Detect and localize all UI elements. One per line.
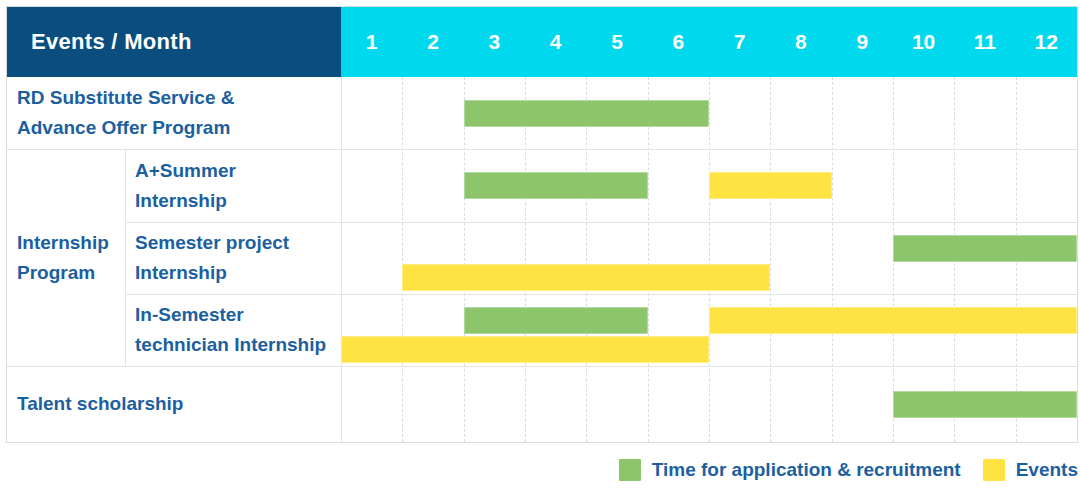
group-label-line: Program: [17, 258, 125, 288]
month-header-row: 123456789101112: [341, 7, 1077, 77]
month-header-cell: 9: [832, 7, 893, 77]
row-label-line: Internship: [135, 186, 341, 216]
row-label-line: Advance Offer Program: [17, 113, 341, 143]
row-label-rd-substitute: RD Substitute Service & Advance Offer Pr…: [7, 77, 341, 149]
gantt-bar-event: [402, 264, 770, 291]
row-label-line: Internship: [135, 258, 341, 288]
table-corner-header: Events / Month: [7, 7, 341, 77]
month-header-cell: 5: [586, 7, 647, 77]
month-grid-line: [525, 77, 526, 442]
label-chart-divider: [341, 77, 342, 442]
gantt-bar-event: [709, 307, 1077, 334]
events-month-table: Events / Month 123456789101112 RD Substi…: [6, 6, 1078, 443]
row-label-line: In-Semester: [135, 300, 341, 330]
month-grid-line: [586, 77, 587, 442]
month-header-cell: 3: [464, 7, 525, 77]
month-header-cell: 6: [648, 7, 709, 77]
month-header-cell: 8: [770, 7, 831, 77]
month-header-cell: 7: [709, 7, 770, 77]
gantt-schedule-page: Events / Month 123456789101112 RD Substi…: [0, 0, 1080, 494]
month-grid-line: [464, 77, 465, 442]
legend: Time for application & recruitment Event…: [619, 455, 1078, 485]
group-label-line: Internship: [17, 228, 125, 258]
row-label-line: A+Summer: [135, 156, 341, 186]
legend-label-events: Events: [1016, 459, 1078, 481]
legend-swatch-application: [619, 459, 641, 481]
legend-label-application: Time for application & recruitment: [652, 459, 961, 481]
month-grid-line: [709, 77, 710, 442]
row-label-a-summer-internship: A+Summer Internship: [125, 149, 341, 222]
row-label-line: technician Internship: [135, 330, 341, 360]
gantt-bar-application: [893, 235, 1077, 262]
row-label-talent-scholarship: Talent scholarship: [7, 366, 341, 442]
month-header-cell: 4: [525, 7, 586, 77]
month-header-cell: 11: [954, 7, 1015, 77]
gantt-bar-application: [893, 391, 1077, 418]
row-label-line: Talent scholarship: [17, 389, 341, 419]
row-label-semester-project: Semester project Internship: [125, 222, 341, 294]
month-header-cell: 12: [1016, 7, 1077, 77]
month-header-cell: 10: [893, 7, 954, 77]
month-grid-line: [648, 77, 649, 442]
row-label-line: RD Substitute Service &: [17, 83, 341, 113]
gantt-bar-application: [464, 172, 648, 199]
month-header-cell: 1: [341, 7, 402, 77]
month-grid-line: [770, 77, 771, 442]
gantt-bar-application: [464, 100, 709, 127]
events-month-title: Events / Month: [31, 29, 192, 55]
gantt-bar-application: [464, 307, 648, 334]
month-header-cell: 2: [402, 7, 463, 77]
month-grid-line: [832, 77, 833, 442]
row-label-in-semester-technician: In-Semester technician Internship: [125, 294, 341, 366]
gantt-bar-event: [341, 336, 709, 363]
group-label-internship-program: Internship Program: [7, 149, 125, 366]
month-grid-line: [402, 77, 403, 442]
gantt-bar-event: [709, 172, 832, 199]
legend-swatch-events: [983, 459, 1005, 481]
row-label-line: Semester project: [135, 228, 341, 258]
